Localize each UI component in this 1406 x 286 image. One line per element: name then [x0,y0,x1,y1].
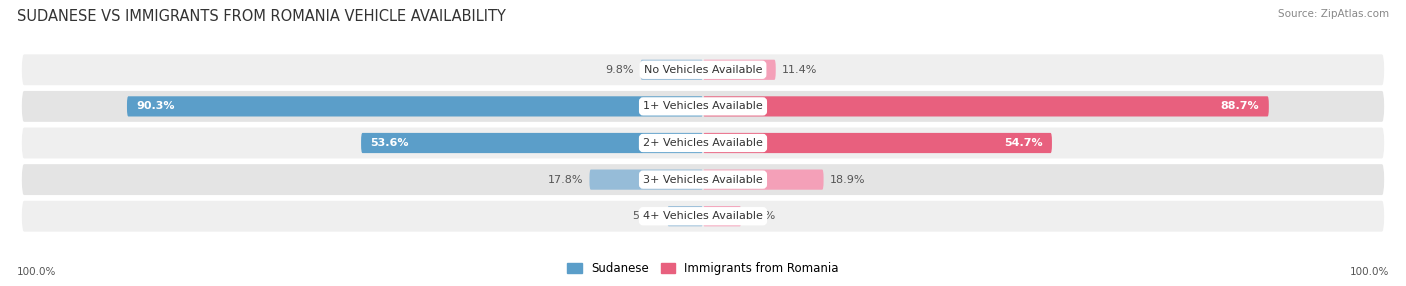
Text: 11.4%: 11.4% [782,65,817,75]
Text: 90.3%: 90.3% [136,102,174,111]
Text: 17.8%: 17.8% [547,175,583,184]
FancyBboxPatch shape [703,96,1268,116]
Text: Source: ZipAtlas.com: Source: ZipAtlas.com [1278,9,1389,19]
Text: 6.0%: 6.0% [748,211,776,221]
Text: 1+ Vehicles Available: 1+ Vehicles Available [643,102,763,111]
FancyBboxPatch shape [668,206,703,226]
Text: 3+ Vehicles Available: 3+ Vehicles Available [643,175,763,184]
FancyBboxPatch shape [21,126,1385,160]
FancyBboxPatch shape [703,206,741,226]
Text: 100.0%: 100.0% [1350,267,1389,277]
FancyBboxPatch shape [361,133,703,153]
FancyBboxPatch shape [703,60,776,80]
FancyBboxPatch shape [127,96,703,116]
FancyBboxPatch shape [21,199,1385,233]
Text: 5.6%: 5.6% [633,211,661,221]
Text: SUDANESE VS IMMIGRANTS FROM ROMANIA VEHICLE AVAILABILITY: SUDANESE VS IMMIGRANTS FROM ROMANIA VEHI… [17,9,506,23]
FancyBboxPatch shape [589,170,703,190]
Text: No Vehicles Available: No Vehicles Available [644,65,762,75]
Text: 53.6%: 53.6% [371,138,409,148]
FancyBboxPatch shape [21,53,1385,87]
FancyBboxPatch shape [21,163,1385,196]
Text: 54.7%: 54.7% [1004,138,1042,148]
FancyBboxPatch shape [641,60,703,80]
Text: 9.8%: 9.8% [606,65,634,75]
Text: 100.0%: 100.0% [17,267,56,277]
FancyBboxPatch shape [703,170,824,190]
FancyBboxPatch shape [703,133,1052,153]
Text: 4+ Vehicles Available: 4+ Vehicles Available [643,211,763,221]
Legend: Sudanese, Immigrants from Romania: Sudanese, Immigrants from Romania [562,257,844,280]
Text: 88.7%: 88.7% [1220,102,1260,111]
Text: 2+ Vehicles Available: 2+ Vehicles Available [643,138,763,148]
FancyBboxPatch shape [21,90,1385,123]
Text: 18.9%: 18.9% [830,175,866,184]
